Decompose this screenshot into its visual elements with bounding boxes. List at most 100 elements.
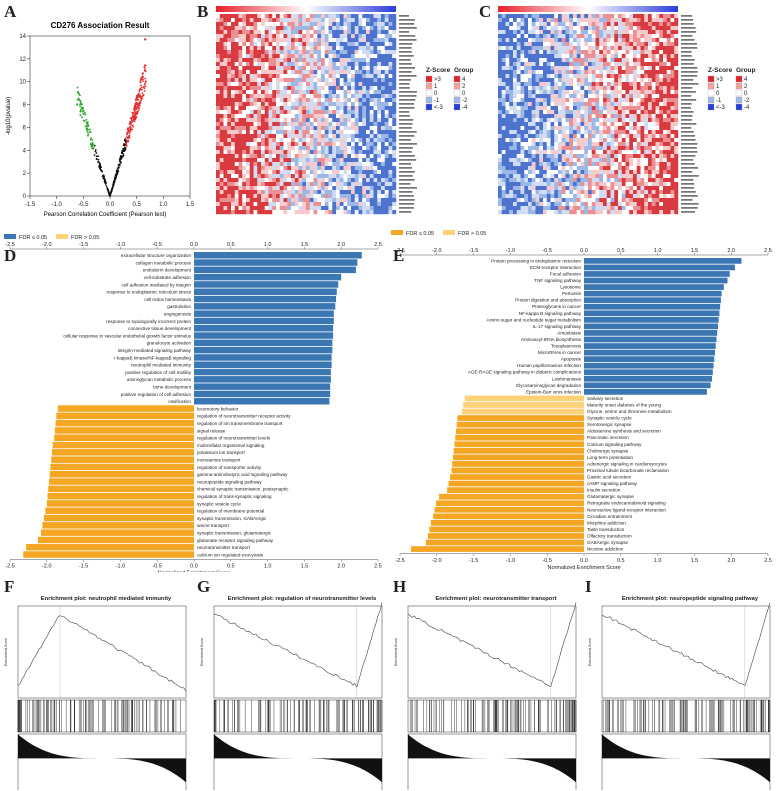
heatmap-cell [610, 46, 615, 51]
heatmap-cell [606, 22, 611, 27]
heatmap-cell [261, 170, 265, 175]
heatmap-cell [584, 130, 589, 135]
heatmap-cell [531, 34, 536, 39]
heatmap-cell [640, 142, 645, 147]
heatmap-cell [498, 62, 502, 67]
heatmap-cell [351, 178, 355, 183]
heatmap-cell [636, 70, 641, 75]
heatmap-cell [291, 198, 295, 203]
heatmap-cell [614, 42, 619, 47]
heatmap-cell [565, 110, 570, 115]
heatmap-cell [558, 150, 562, 155]
heatmap-cell [584, 90, 589, 95]
heatmap-cell [524, 142, 529, 147]
heatmap-cell [644, 106, 649, 111]
heatmap-cell [543, 34, 547, 39]
heatmap-cell [388, 14, 393, 19]
heatmap-cell [580, 46, 585, 51]
heatmap-cell [520, 26, 525, 31]
heatmap-cell [381, 46, 385, 51]
heatmap-cell [666, 98, 671, 103]
heatmap-cell [663, 102, 667, 107]
heatmap-cell [640, 134, 645, 139]
heatmap-cell [317, 54, 322, 59]
heatmap-cell [276, 102, 280, 107]
heatmap-cell [276, 50, 280, 55]
heatmap-cell [629, 22, 634, 27]
volcano-point [132, 118, 135, 121]
heatmap-cell [238, 22, 243, 27]
heatmap-cell [588, 86, 592, 91]
heatmap-cell [249, 182, 254, 187]
heatmap-cell [633, 18, 637, 23]
heatmap-cell [249, 78, 254, 83]
heatmap-cell [321, 74, 325, 79]
heatmap-cell [539, 150, 544, 155]
heatmap-cell [264, 86, 269, 91]
heatmap-cell [283, 198, 288, 203]
heatmap-cell [339, 150, 344, 155]
heatmap-cell [339, 194, 344, 199]
heatmap-cell [651, 134, 656, 139]
heatmap-cell [554, 174, 559, 179]
heatmap-cell [588, 114, 592, 119]
heatmap-cell [339, 126, 344, 131]
heatmap-cell [246, 86, 250, 91]
heatmap-cell [216, 18, 220, 23]
volcano-point [86, 127, 89, 130]
heatmap-cell [561, 170, 566, 175]
volcano-point [79, 109, 82, 112]
heatmap-cell [347, 170, 352, 175]
heatmap-cell [242, 198, 247, 203]
volcano-point [129, 120, 132, 123]
heatmap-cell [384, 54, 389, 59]
heatmap-cell [264, 102, 269, 107]
heatmap-cell [336, 78, 340, 83]
heatmap-gene-label [399, 135, 415, 137]
heatmap-cell [246, 94, 250, 99]
heatmap-cell [576, 154, 581, 159]
heatmap-cell [576, 18, 581, 23]
heatmap-cell [234, 30, 239, 35]
heatmap-cell [546, 14, 551, 19]
heatmap-cell [509, 110, 514, 115]
heatmap-cell [569, 174, 574, 179]
heatmap-cell [287, 14, 292, 19]
heatmap-cell [261, 210, 265, 215]
group-label: 2 [462, 84, 466, 90]
heatmap-cell [501, 82, 506, 87]
heatmap-cell [369, 38, 374, 43]
heatmap-cell [298, 74, 303, 79]
heatmap-cell [291, 14, 295, 19]
volcano-point [132, 115, 134, 118]
heatmap-cell [573, 98, 577, 103]
heatmap-cell [513, 126, 517, 131]
heatmap-cell [666, 130, 671, 135]
heatmap-cell [584, 30, 589, 35]
heatmap-cell [369, 142, 374, 147]
heatmap-cell [513, 66, 517, 71]
heatmap-cell [561, 110, 566, 115]
heatmap-cell [659, 98, 664, 103]
heatmap-cell [554, 162, 559, 167]
heatmap-cell [625, 94, 630, 99]
heatmap-cell [279, 202, 284, 207]
heatmap-cell [358, 190, 363, 195]
heatmap-gene-label [399, 95, 417, 97]
heatmap-cell [328, 202, 333, 207]
heatmap-cell [279, 110, 284, 115]
heatmap-cell [242, 50, 247, 55]
heatmap-cell [606, 70, 611, 75]
heatmap-cell [535, 126, 540, 131]
heatmap-cell [249, 154, 254, 159]
heatmap-cell [501, 122, 506, 127]
heatmap-cell [392, 178, 397, 183]
heatmap-cell [588, 102, 592, 107]
heatmap-cell [294, 202, 299, 207]
heatmap-cell [644, 86, 649, 91]
heatmap-cell [610, 62, 615, 67]
heatmap-cell [261, 34, 265, 39]
heatmap-cell [249, 30, 254, 35]
heatmap-cell [358, 90, 363, 95]
heatmap-cell [651, 14, 656, 19]
